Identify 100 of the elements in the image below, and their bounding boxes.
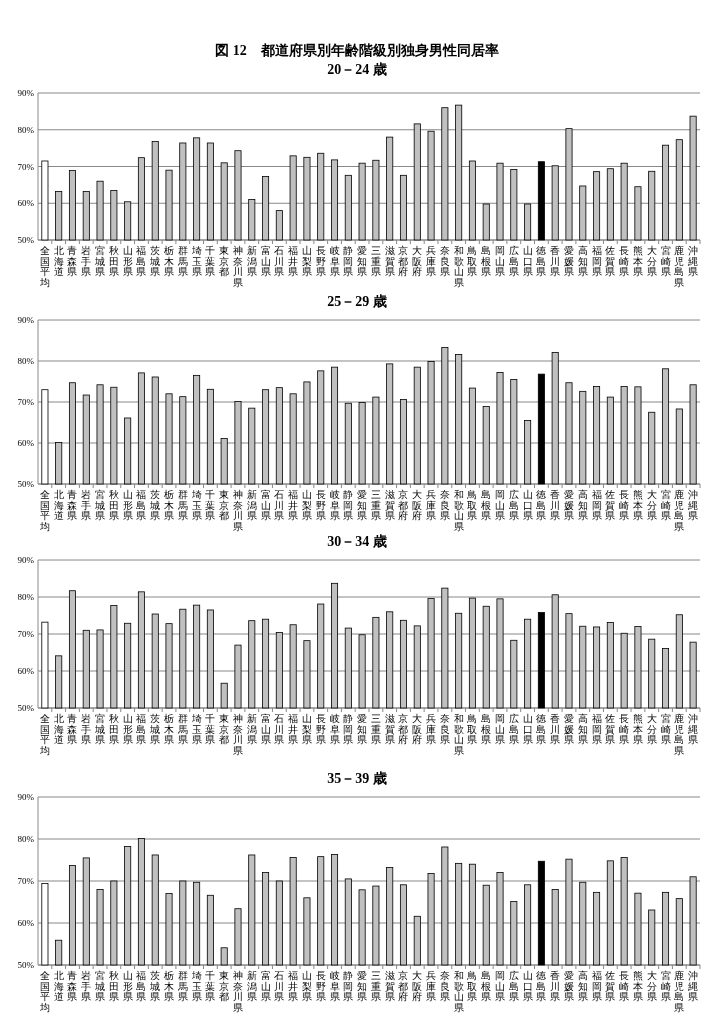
x-tick-label: 栃木県 (164, 713, 175, 745)
y-tick-label: 50% (17, 960, 35, 970)
x-tick-label: 石川県 (274, 971, 285, 1002)
x-tick-label: 佐賀県 (605, 246, 616, 277)
x-tick-label: 北海道 (53, 489, 64, 521)
x-tick-label: 熊本県 (632, 713, 643, 745)
x-tick-label: 福岡県 (591, 713, 602, 745)
x-tick-label: 奈良県 (439, 714, 450, 745)
x-tick-label: 秋田県 (108, 970, 119, 1002)
x-tick-label: 福岡県 (591, 489, 602, 521)
x-tick-label: 福島県 (136, 245, 147, 277)
x-tick-label: 滋賀県 (384, 713, 395, 745)
x-tick-label: 石川県 (274, 714, 285, 745)
x-tick-label: 奈良県 (439, 971, 450, 1002)
x-tick-label: 山形県 (122, 245, 133, 277)
x-tick-label: 茨城県 (149, 489, 161, 521)
x-tick-label: 和歌山県 (453, 489, 464, 532)
x-tick-label: 宮崎県 (660, 245, 671, 277)
x-tick-label: 愛知県 (357, 970, 368, 1002)
x-tick-label: 香川県 (550, 489, 561, 521)
x-tick-label: 福井県 (288, 489, 299, 521)
x-tick-label: 秋田県 (108, 245, 119, 277)
x-tick-label: 富山県 (260, 489, 271, 521)
x-tick-label: 和歌山県 (453, 245, 464, 288)
x-tick-label: 和歌山県 (453, 713, 464, 756)
x-tick-label: 千葉県 (205, 245, 216, 277)
x-tick-label: 岐阜県 (329, 489, 340, 521)
x-tick-label: 福島県 (136, 713, 147, 745)
x-tick-label: 山梨県 (301, 713, 312, 745)
x-tick-label: 茨城県 (149, 970, 161, 1002)
x-tick-label: 京都府 (398, 489, 409, 521)
x-tick-label: 愛媛県 (563, 245, 574, 277)
x-tick-label: 愛媛県 (563, 713, 574, 745)
x-tick-label: 千葉県 (205, 970, 216, 1002)
x-tick-label: 熊本県 (632, 489, 643, 521)
x-tick-label: 群馬県 (176, 489, 188, 521)
x-tick-label: 広島県 (508, 713, 519, 745)
x-tick-label: 千葉県 (205, 489, 216, 521)
x-tick-label: 岩手県 (81, 713, 92, 745)
x-tick-label: 栃木県 (164, 489, 175, 521)
x-tick-label: 岡山県 (495, 246, 506, 277)
x-tick-label: 秋田県 (108, 713, 119, 745)
x-tick-label: 長崎県 (619, 714, 630, 745)
x-tick-label: 京都府 (398, 713, 409, 745)
x-tick-label: 山形県 (122, 713, 133, 745)
x-tick-label: 神奈川県 (232, 713, 243, 756)
x-tick-label: 福井県 (288, 245, 299, 277)
y-tick-label: 90% (17, 315, 35, 325)
x-tick-label: 秋田県 (108, 489, 119, 521)
x-tick-label: 鳥取県 (466, 970, 478, 1002)
x-tick-label: 岩手県 (81, 245, 92, 277)
x-tick-label: 新潟県 (246, 713, 257, 745)
x-tick-label: 青森県 (67, 970, 78, 1002)
x-tick-label: 鹿児島県 (674, 489, 685, 532)
x-tick-label: 北海道 (53, 245, 64, 277)
x-tick-label: 京都府 (398, 970, 409, 1002)
x-tick-label: 全国平均 (38, 713, 50, 756)
x-tick-label: 山形県 (122, 970, 133, 1002)
x-tick-label: 富山県 (260, 245, 271, 277)
x-tick-label: 埼玉県 (190, 713, 202, 745)
chart-subtitle: 20－24 歳 (327, 62, 387, 77)
x-tick-label: 滋賀県 (384, 970, 395, 1002)
x-tick-label: 香川県 (550, 713, 561, 745)
x-tick-label: 沖縄県 (687, 489, 699, 521)
x-tick-label: 鳥取県 (466, 245, 478, 277)
x-tick-label: 山梨県 (301, 489, 312, 521)
x-tick-label: 大分県 (646, 245, 657, 277)
x-tick-label: 埼玉県 (190, 970, 202, 1002)
x-tick-label: 岐阜県 (329, 970, 340, 1002)
x-tick-label: 茨城県 (149, 713, 161, 745)
x-tick-label: 神奈川県 (232, 489, 243, 532)
x-tick-label: 愛知県 (357, 245, 368, 277)
x-tick-label: 静岡県 (343, 489, 354, 521)
y-tick-label: 50% (17, 479, 35, 489)
x-tick-label: 北海道 (53, 713, 64, 745)
x-tick-label: 岐阜県 (329, 245, 340, 277)
x-tick-label: 岩手県 (81, 970, 92, 1002)
y-tick-label: 90% (17, 88, 35, 98)
x-tick-label: 山形県 (122, 489, 133, 521)
x-tick-label: 徳島県 (536, 714, 547, 745)
x-tick-label: 宮崎県 (660, 713, 671, 745)
x-tick-label: 栃木県 (164, 245, 175, 277)
chart-title: 図 12 都道府県別年齢階級別独身男性同居率 (215, 42, 499, 58)
x-tick-label: 山口県 (522, 713, 533, 745)
x-tick-label: 栃木県 (164, 970, 175, 1002)
x-tick-label: 兵庫県 (426, 713, 437, 745)
x-tick-label: 富山県 (260, 713, 271, 745)
x-tick-label: 大分県 (646, 970, 657, 1002)
y-tick-label: 70% (17, 876, 35, 886)
x-tick-label: 佐賀県 (605, 971, 616, 1002)
x-tick-label: 大阪府 (412, 713, 423, 745)
x-tick-label: 静岡県 (343, 970, 354, 1002)
y-tick-label: 50% (17, 703, 35, 713)
x-tick-label: 大分県 (646, 489, 657, 521)
x-tick-label: 熊本県 (632, 970, 643, 1002)
x-tick-label: 青森県 (67, 713, 78, 745)
x-tick-label: 岡山県 (495, 714, 506, 745)
x-tick-label: 島根県 (481, 245, 492, 277)
x-tick-label: 滋賀県 (384, 245, 395, 277)
x-tick-label: 山口県 (522, 245, 533, 277)
